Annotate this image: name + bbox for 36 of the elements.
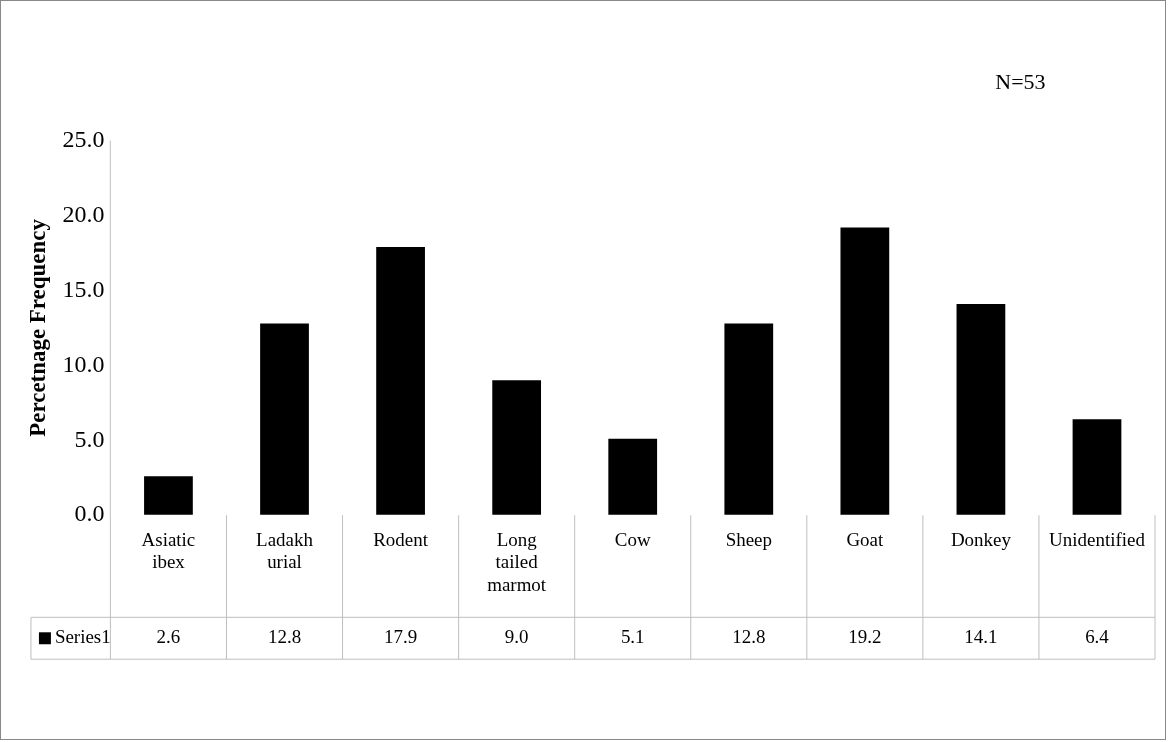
x-tick-label: Rodent [373,528,429,550]
bar [956,303,1006,515]
x-tick-label: Long tailed marmot [487,528,547,595]
y-tick-label: 0.0 [74,500,105,527]
data-label: 17.9 [384,626,418,648]
y-tick-label: 10.0 [62,350,105,377]
y-tick-label: 25.0 [62,125,105,152]
text: N=53 [995,68,1046,94]
y-axis-title: Percetnage Frequency [24,218,50,437]
data-label: 12.8 [267,626,302,648]
bar [260,323,309,515]
legend-label: Series1 [54,626,111,648]
data-label: 9.0 [504,626,529,648]
bar [1072,419,1122,515]
data-label: 14.1 [964,626,998,648]
y-tick-label: 5.0 [74,425,105,452]
bar [144,476,193,515]
data-label: 19.2 [848,626,882,648]
x-tick-label: Cow [614,528,651,550]
bar [492,380,542,515]
x-tick-label: Asiatic ibex [141,528,196,573]
data-label: 6.4 [1085,626,1110,648]
x-tick-label: Ladakh urial [256,528,314,573]
y-tick-label: 15.0 [62,275,105,302]
bar [840,227,890,515]
x-tick-label: Sheep [725,528,772,550]
y-tick-label: 20.0 [62,200,105,227]
bar [376,247,425,515]
data-label: 12.8 [732,626,766,648]
x-tick-label: Donkey [950,528,1012,550]
x-tick-label: Goat [846,528,884,550]
x-tick-label: Unidentified [1049,528,1146,550]
bar [724,323,774,515]
bar [608,438,658,515]
data-label: 2.6 [156,626,181,648]
data-label: 5.1 [620,626,645,648]
